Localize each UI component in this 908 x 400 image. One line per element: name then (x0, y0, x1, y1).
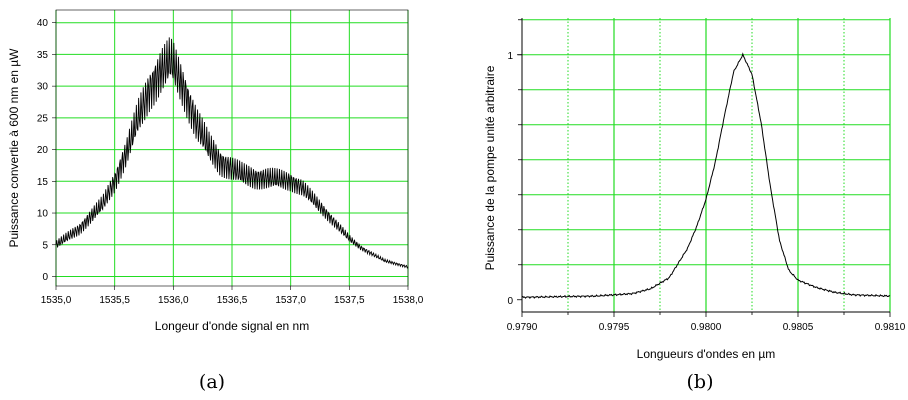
chart-b-y-tick-label: 0 (507, 296, 513, 307)
chart-a-x-tick-label: 1537,5 (334, 295, 365, 306)
chart-a-y-ticks: 0 5 10 15 20 25 30 35 40 (37, 18, 56, 283)
chart-a-x-tick-label: 1537,0 (275, 295, 306, 306)
chart-a-x-tick-label: 1538,0 (393, 295, 424, 306)
chart-b-caption: (b) (687, 371, 714, 393)
chart-b-y-tick-label: 1 (507, 51, 513, 62)
chart-a-y-tick-label: 30 (37, 82, 49, 93)
chart-a-x-tick-label: 1536,0 (158, 295, 189, 306)
chart-b-x-tick-label: 0.9810 (875, 322, 906, 333)
chart-b-xlabel: Longueurs d'ondes en µm (637, 347, 776, 361)
chart-a-y-tick-label: 15 (37, 177, 49, 188)
chart-a-y-tick-label: 35 (37, 50, 49, 61)
chart-b-y-ticks: 01 (507, 19, 522, 307)
chart-a-x-tick-label: 1536,5 (217, 295, 248, 306)
chart-a-y-tick-label: 25 (37, 113, 49, 124)
chart-b-series-line (521, 52, 891, 299)
chart-a-ylabel: Puissance convertie à 600 nm en µW (7, 48, 21, 248)
chart-a-y-tick-label: 20 (37, 145, 49, 156)
chart-a-caption: (a) (199, 371, 225, 393)
chart-b-x-tick-label: 0.9800 (691, 322, 722, 333)
chart-b-grid (522, 18, 891, 312)
chart-a-xlabel: Longeur d'onde signal en nm (155, 319, 309, 333)
chart-b-ylabel: Puissance de la pompe unité arbitraire (483, 65, 497, 270)
chart-a-x-ticks: 1535,0 1535,5 1536,0 1536,5 1537,0 1537,5 1538… (41, 286, 424, 306)
chart-a-y-tick-label: 10 (37, 209, 49, 220)
chart-b-x-tick-label: 0.9790 (507, 322, 538, 333)
chart-a-y-tick-label: 0 (42, 272, 48, 283)
chart-a-x-tick-label: 1535,5 (99, 295, 130, 306)
chart-a: 1535,0 1535,5 1536,0 1536,5 1537,0 1537,5 1538… (7, 9, 424, 393)
chart-a-y-tick-label: 5 (42, 240, 48, 251)
chart-a-y-tick-label: 40 (37, 18, 49, 29)
chart-b: 0.9790 0.9795 0.9800 0.9805 0.9810 01 Longue… (483, 18, 906, 393)
chart-b-x-tick-label: 0.9795 (599, 322, 630, 333)
chart-a-series-line (55, 37, 409, 269)
chart-b-x-ticks: 0.9790 0.9795 0.9800 0.9805 0.9810 (507, 312, 906, 333)
chart-a-x-tick-label: 1535,0 (41, 295, 72, 306)
chart-b-x-tick-label: 0.9805 (783, 322, 814, 333)
